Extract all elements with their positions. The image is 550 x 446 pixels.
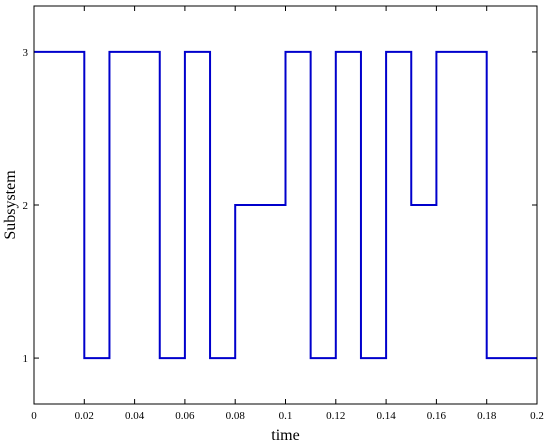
subsystem-step-line [34, 50, 537, 360]
tick-labels: 0 0.02 0.04 0.06 0.08 0.1 0.12 0.14 0.16 0.18 0.2 1… [23, 47, 544, 422]
x-tick-label: 0.08 [226, 410, 246, 422]
y-tick-label: 3 [23, 47, 29, 59]
x-tick-label: 0.04 [125, 410, 145, 422]
x-axis-title: time [271, 427, 299, 444]
y-tick-label: 2 [23, 200, 29, 212]
x-tick-label: 0.12 [326, 410, 345, 422]
y-axis-title: Subsystem [2, 170, 19, 240]
x-tick-label: 0.18 [477, 410, 497, 422]
x-tick-label: 0.06 [175, 410, 195, 422]
x-tick-label: 0.02 [75, 410, 94, 422]
x-tick-label: 0 [31, 410, 37, 422]
plot-frame [33, 5, 538, 405]
series-layer [34, 50, 537, 360]
x-tick-label: 0.14 [376, 410, 396, 422]
x-tick-label: 0.16 [427, 410, 447, 422]
x-tick-label: 0.2 [530, 410, 544, 422]
y-tick-label: 1 [23, 353, 29, 365]
x-tick-label: 0.1 [279, 410, 293, 422]
